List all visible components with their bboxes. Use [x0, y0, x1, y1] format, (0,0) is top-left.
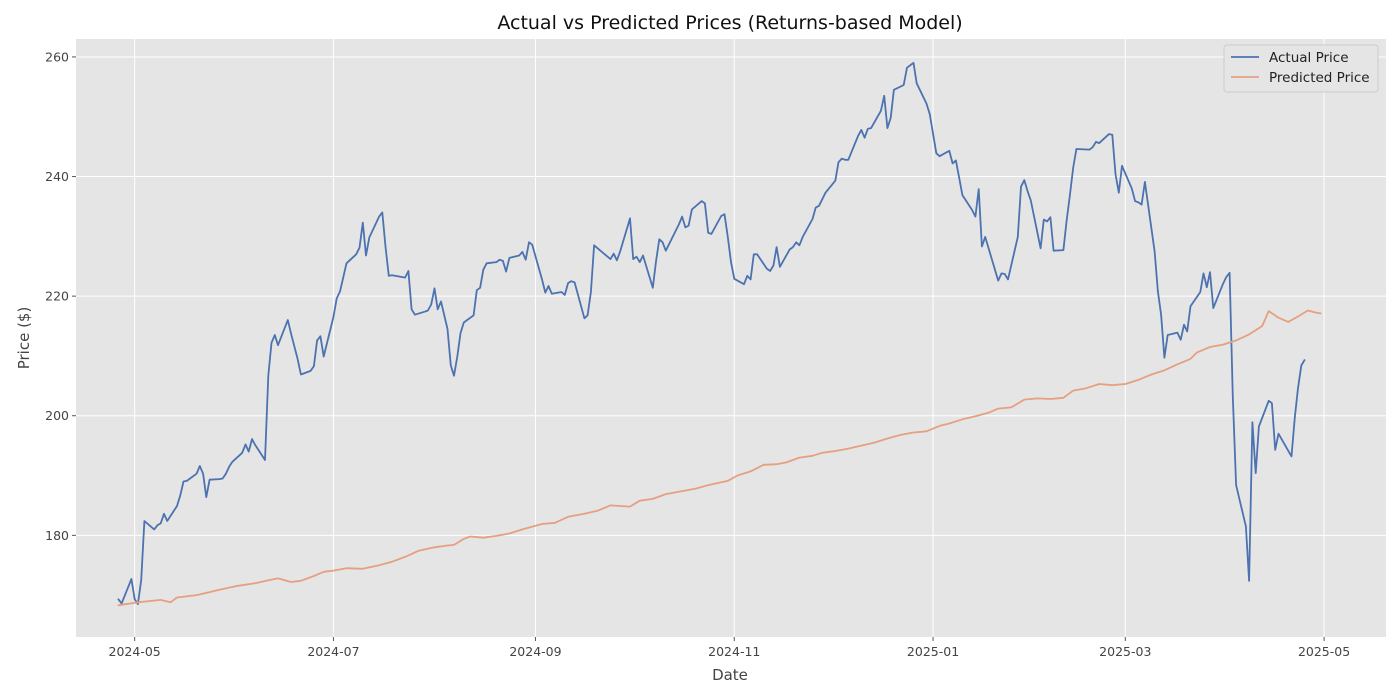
- y-tick-label: 180: [45, 528, 69, 543]
- y-axis-label: Price ($): [15, 307, 33, 370]
- actual-price-line: [117, 62, 1306, 605]
- predicted-price-line: [117, 309, 1322, 607]
- legend-box: [1223, 44, 1379, 93]
- chart-title: Actual vs Predicted Prices (Returns-base…: [497, 12, 962, 34]
- y-tick-label: 220: [45, 289, 69, 304]
- series-layer: [117, 62, 1322, 607]
- legend-label-predicted: Predicted Price: [1269, 70, 1370, 86]
- grid: [76, 39, 1386, 637]
- x-tick-label: 2025-05: [1298, 644, 1350, 659]
- x-axis-label: Date: [712, 666, 748, 684]
- legend-label-actual: Actual Price: [1269, 50, 1349, 66]
- legend: Actual Price Predicted Price: [1223, 44, 1379, 93]
- x-tick-label: 2025-01: [907, 644, 959, 659]
- y-tick-label: 200: [45, 408, 69, 423]
- x-tick-label: 2024-05: [109, 644, 161, 659]
- x-tick-label: 2024-09: [509, 644, 561, 659]
- y-tick-label: 240: [45, 169, 69, 184]
- x-tick-label: 2024-11: [708, 644, 760, 659]
- ticks: 180 200 220 240 260 2024-05 2024-07 2024-09 2024…: [45, 49, 1350, 659]
- x-tick-label: 2024-07: [307, 644, 359, 659]
- y-tick-label: 260: [45, 49, 69, 64]
- plot-area: [76, 39, 1386, 637]
- x-tick-label: 2025-03: [1099, 644, 1151, 659]
